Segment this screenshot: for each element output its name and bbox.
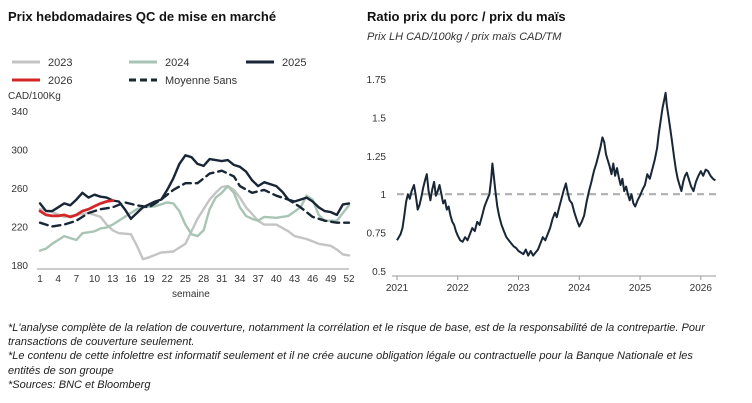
series-line-2026 [38, 199, 115, 219]
ratio-y-tick-label: 1.75 [367, 75, 387, 86]
ratio-y-tick-label: 1.25 [367, 152, 387, 163]
right-chart-subtitle: Prix LH CAD/100kg / prix maïs CAD/TM [367, 31, 562, 43]
y-tick-label: 300 [11, 146, 28, 157]
weekly-price-chart: 2023 2024 2025 2026 Moyenne 5ans CAD/100Kg 180… [8, 57, 355, 300]
ratio-x-tick-label: 2025 [629, 283, 652, 294]
footnote-coverage: *L'analyse complète de la relation de co… [8, 322, 705, 349]
x-tick-label: 46 [307, 274, 319, 285]
ratio-x-tick-label: 2023 [507, 283, 530, 294]
right-chart-title: Ratio prix du porc / prix du maïs [367, 9, 566, 24]
x-tick-label: 7 [74, 274, 80, 285]
series-line-2023 [38, 184, 351, 261]
x-tick-label: 28 [198, 274, 210, 285]
y-axis-label: CAD/100Kg [8, 91, 61, 102]
legend-label-2024: 2024 [165, 57, 189, 69]
x-tick-label: 31 [216, 274, 228, 285]
footnote-disclaimer: *Le contenu de cette infolettre est info… [8, 350, 693, 377]
x-tick-label: 40 [271, 274, 283, 285]
legend-label-2023: 2023 [48, 57, 72, 69]
series-line-moyenne-5ans [38, 169, 351, 228]
x-tick-label: 1 [37, 274, 43, 285]
ratio-y-tick-label: 1 [380, 190, 386, 201]
y-tick-label: 180 [11, 261, 28, 272]
series-line-2024 [38, 184, 351, 252]
ratio-x-tick-label: 2021 [386, 283, 409, 294]
x-tick-label: 37 [253, 274, 265, 285]
x-tick-label: 49 [325, 274, 337, 285]
ratio-y-tick-label: 0.75 [367, 229, 387, 240]
x-tick-label: 19 [143, 274, 155, 285]
ratio-x-tick-label: 2022 [447, 283, 470, 294]
x-tick-label: 22 [162, 274, 174, 285]
hog-corn-ratio-chart: 0.5 0.75 1 1.25 1.5 1.75 2021 2022 2023 2024 2025 2… [367, 75, 716, 294]
x-axis-label: semaine [172, 289, 210, 300]
footnotes: *L'analyse complète de la relation de co… [8, 321, 708, 392]
ratio-series-line [396, 91, 716, 257]
legend-label-2025: 2025 [282, 57, 306, 69]
y-tick-label: 220 [11, 223, 28, 234]
ratio-x-tick-label: 2026 [690, 283, 713, 294]
series-line-2025 [38, 154, 351, 220]
x-tick-label: 16 [125, 274, 137, 285]
ratio-y-tick-label: 0.5 [372, 267, 386, 278]
x-tick-label: 4 [55, 274, 61, 285]
left-chart-title: Prix hebdomadaires QC de mise en marché [8, 9, 277, 24]
legend-label-moyenne-5ans: Moyenne 5ans [165, 75, 238, 87]
x-tick-label: 25 [180, 274, 192, 285]
legend-label-2026: 2026 [48, 75, 72, 87]
x-tick-label: 34 [234, 274, 246, 285]
y-tick-label: 260 [11, 184, 28, 195]
x-tick-label: 10 [89, 274, 101, 285]
y-tick-label: 340 [11, 107, 28, 118]
footnote-sources: *Sources: BNC et Bloomberg [8, 378, 151, 391]
ratio-y-tick-label: 1.5 [372, 113, 386, 124]
x-tick-label: 52 [343, 274, 355, 285]
x-tick-label: 43 [289, 274, 301, 285]
x-tick-label: 13 [107, 274, 119, 285]
ratio-x-tick-label: 2024 [568, 283, 591, 294]
